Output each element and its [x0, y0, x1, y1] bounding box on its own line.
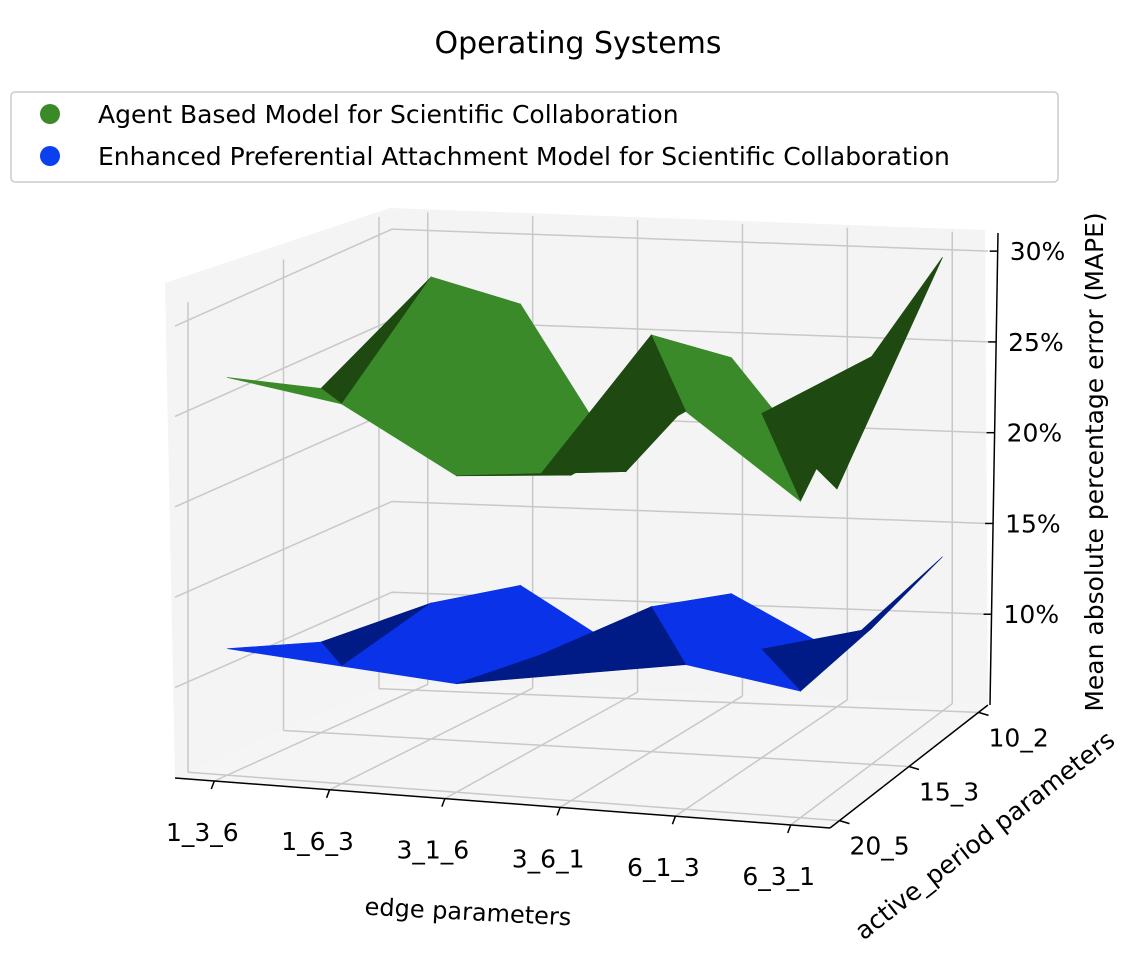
legend-marker-epa	[40, 146, 60, 166]
surface-enhanced-preferential	[227, 556, 943, 692]
surface-facet	[684, 411, 801, 502]
x-tick	[556, 807, 561, 816]
grid-line-z	[174, 591, 989, 689]
grid-line-y-floor	[187, 771, 840, 822]
side-pane	[165, 208, 392, 778]
x-tick-label: 1_6_3	[281, 827, 354, 856]
back-pane	[390, 208, 988, 705]
surface-agent-based	[227, 257, 943, 503]
z-tick-label: 25%	[1008, 328, 1064, 357]
surfaces	[227, 257, 943, 692]
y-tick-label: 15_3	[919, 778, 979, 807]
grid-line-y-floor	[283, 729, 910, 768]
x-axis-line	[174, 777, 831, 829]
x-tick-label: 1_3_6	[166, 818, 239, 847]
x-tick-label: 6_1_3	[627, 853, 700, 882]
y-tick-label: 10_2	[989, 723, 1049, 752]
grid-line-z	[174, 228, 989, 327]
y-tick	[978, 711, 989, 717]
y-tick	[839, 819, 850, 825]
surface-facet	[685, 648, 802, 692]
surface-facet	[456, 654, 572, 685]
z-axis-label: Mean absolute percentage error (MAPE)	[1080, 212, 1109, 711]
x-tick	[210, 780, 216, 790]
legend-label-epa: Enhanced Preferential Attachment Model f…	[98, 142, 950, 171]
y-tick	[908, 765, 920, 771]
grid-line-y-floor	[378, 687, 979, 714]
axes: 1_3_6 1_6_3 3_1_6 3_6_1 6_1_3 6_3_1 10_2 15_3 20…	[166, 232, 1066, 891]
chart-title: Operating Systems	[434, 26, 721, 61]
x-tick-label: 6_3_1	[742, 862, 815, 891]
surface-facet	[227, 641, 343, 667]
x-tick	[325, 789, 331, 799]
surface-facet	[340, 602, 457, 685]
grid-line-z	[174, 500, 989, 598]
x-tick-label: 3_6_1	[512, 844, 585, 873]
z-tick-label: 30%	[1010, 237, 1066, 266]
legend-frame	[10, 91, 1059, 183]
floor-pane	[175, 683, 988, 828]
x-tick	[671, 815, 677, 825]
surface-facet	[570, 334, 687, 477]
legend-marker-agent	[40, 104, 60, 124]
surface-facet	[456, 473, 572, 477]
z-tick-label: 10%	[1004, 600, 1060, 629]
z-tick-label: 20%	[1007, 419, 1063, 448]
legend: Agent Based Model for Scientific Collabo…	[10, 91, 1059, 183]
x-tick	[786, 824, 792, 834]
z-tick-label: 15%	[1005, 509, 1061, 538]
y-tick-label: 20_5	[849, 832, 909, 861]
surface-facet	[570, 606, 687, 675]
surface-facet	[341, 276, 457, 477]
x-tick	[441, 798, 446, 807]
z-axis-line	[989, 232, 999, 706]
legend-label-agent: Agent Based Model for Scientific Collabo…	[98, 100, 679, 129]
x-tick-label: 3_1_6	[397, 836, 470, 865]
surface-facet	[227, 377, 342, 405]
